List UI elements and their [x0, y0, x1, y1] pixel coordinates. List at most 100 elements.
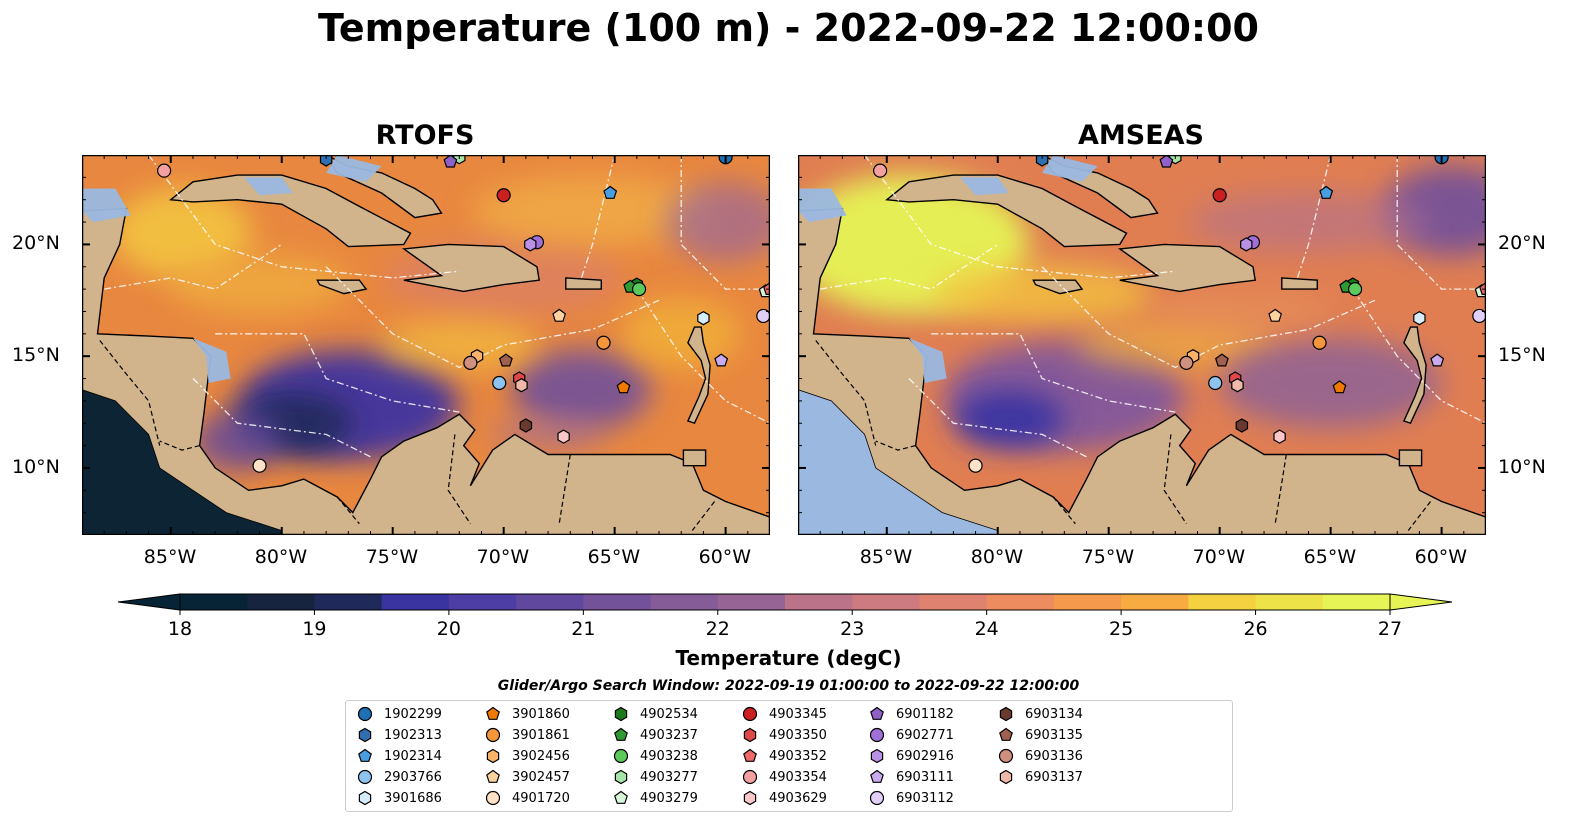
legend-marker	[999, 706, 1013, 722]
legend-marker-circle-icon	[742, 706, 758, 722]
eez-boundary	[104, 243, 283, 290]
legend-item: 4901720	[484, 788, 570, 808]
map-amseas	[798, 155, 1486, 535]
legend-label: 3901861	[512, 727, 570, 743]
legend-marker	[742, 706, 758, 722]
float-1902314	[603, 185, 618, 199]
legend-label: 3902456	[512, 748, 570, 764]
legend-item: 4903352	[741, 746, 827, 766]
country-border	[875, 440, 916, 451]
shelf-area	[193, 338, 231, 383]
colorbar-segment	[1121, 594, 1189, 610]
colorbar-segment	[1255, 594, 1324, 610]
float-4903352	[763, 281, 770, 295]
colorbar-segment	[1188, 594, 1257, 610]
legend-marker	[870, 748, 884, 764]
colorbar-tick-label: 18	[167, 618, 193, 640]
float-6903111	[1430, 353, 1445, 367]
legend-marker	[485, 790, 501, 806]
float-2903766	[1208, 375, 1223, 391]
float-3901686	[1413, 311, 1426, 326]
colorbar-segment	[785, 594, 853, 610]
x-tick-label: 70°W	[476, 546, 530, 568]
country-border	[336, 496, 360, 525]
y-tick-label-left: 20°N	[12, 232, 60, 255]
land-polygon	[1117, 243, 1257, 293]
legend-marker	[486, 748, 500, 764]
colorbar-segment	[919, 594, 988, 610]
float-3902457	[1268, 308, 1283, 322]
legend-item: 6903136	[997, 746, 1083, 766]
legend-item: 1902299	[356, 704, 442, 724]
y-tick-label-left: 10°N	[12, 455, 60, 478]
colorbar-tick-label: 21	[571, 618, 596, 640]
legend-marker-hexagon-icon	[358, 727, 372, 743]
legend: 1902299 1902313 1902314 2903766 3901686 39018…	[345, 700, 1233, 812]
land-polygon	[682, 449, 707, 467]
eez-boundary	[192, 378, 371, 458]
x-tick-label: 70°W	[1192, 546, 1246, 568]
float-4901720	[252, 458, 267, 473]
temperature-blob	[472, 175, 713, 246]
legend-label: 4903279	[640, 790, 698, 806]
legend-item: 6903137	[997, 767, 1083, 787]
legend-marker-hexagon-icon	[358, 790, 372, 806]
legend-marker	[357, 769, 373, 785]
legend-label: 6903136	[1025, 748, 1083, 764]
panel-title-rtofs: RTOFS	[375, 120, 475, 151]
eez-boundary	[1352, 288, 1486, 424]
legend-label: 6903134	[1025, 706, 1083, 722]
float-6902916	[1240, 237, 1253, 252]
float-6901182	[1159, 155, 1174, 168]
legend-marker	[614, 706, 628, 722]
legend-item: 4903354	[741, 767, 827, 787]
legend-marker-circle-icon	[357, 769, 373, 785]
colorbar-tick-label: 26	[1243, 618, 1268, 640]
temperature-blob	[511, 349, 652, 430]
legend-marker	[998, 748, 1014, 764]
x-tick-label: 60°W	[698, 546, 752, 568]
legend-marker-circle-icon	[869, 790, 885, 806]
country-border	[1407, 501, 1431, 531]
legend-marker	[613, 748, 629, 764]
legend-label: 1902313	[384, 727, 442, 743]
colorbar-segment	[986, 594, 1055, 610]
country-border	[691, 501, 715, 531]
float-4903352	[1479, 281, 1486, 295]
shelf-area	[960, 177, 1009, 196]
land-polygon	[316, 279, 368, 295]
country-border	[815, 340, 877, 446]
y-tick-label-right: 10°N	[1498, 455, 1546, 478]
legend-marker	[485, 727, 501, 743]
land-polygon	[1032, 279, 1084, 295]
colorbar-tick-label: 24	[974, 618, 999, 640]
legend-item: 6902916	[868, 746, 954, 766]
legend-label: 6903111	[896, 769, 954, 785]
float-6903137	[1231, 378, 1244, 393]
colorbar-tick-label: 27	[1377, 618, 1403, 640]
legend-marker-pentagon-icon	[614, 727, 628, 741]
legend-item: 4903237	[612, 725, 698, 745]
legend-title: Glider/Argo Search Window: 2022-09-19 01…	[497, 678, 1080, 694]
legend-item: 3902456	[484, 746, 570, 766]
temperature-blob	[169, 254, 350, 315]
legend-label: 4901720	[512, 790, 570, 806]
colorbar-segment	[381, 594, 450, 610]
float-6903136	[1179, 355, 1194, 370]
legend-label: 3901860	[512, 706, 570, 722]
legend-item: 3901686	[356, 788, 442, 808]
map-frame	[82, 155, 770, 535]
legend-marker-pentagon-icon	[743, 748, 757, 762]
legend-label: 4903277	[640, 769, 698, 785]
legend-label: 2903766	[384, 769, 442, 785]
legend-item: 4903350	[741, 725, 827, 745]
float-3901861	[1312, 335, 1327, 350]
legend-label: 3901686	[384, 790, 442, 806]
legend-marker-pentagon-icon	[999, 727, 1013, 741]
legend-marker-circle-icon	[485, 790, 501, 806]
eez-boundary	[931, 333, 1176, 413]
legend-label: 3902457	[512, 769, 570, 785]
legend-marker	[614, 727, 628, 741]
colorbar-extend-high	[1389, 593, 1453, 611]
eez-boundary	[580, 155, 616, 279]
